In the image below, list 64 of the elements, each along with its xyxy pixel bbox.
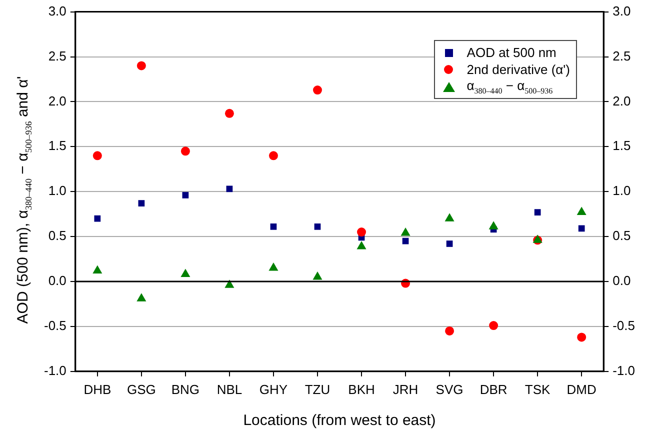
point — [180, 146, 190, 156]
point — [268, 262, 278, 271]
y2-tick-label: 1.5 — [612, 138, 631, 154]
point — [400, 227, 410, 236]
x-tick-label: GHY — [259, 382, 288, 397]
y2-tick-label: 2.0 — [612, 93, 631, 108]
y2-tick-label: -1.0 — [612, 362, 636, 378]
point — [270, 223, 277, 230]
legend-label: AOD at 500 nm — [466, 45, 556, 60]
point — [268, 151, 278, 160]
point — [224, 280, 234, 288]
x-tick-label: BNG — [171, 382, 200, 397]
point — [136, 293, 146, 302]
point — [226, 186, 233, 192]
x-tick-label: GSG — [126, 382, 156, 397]
point — [445, 326, 454, 336]
y2-tick-label: 1.0 — [612, 183, 631, 198]
y-tick-label: 0.5 — [48, 228, 66, 244]
x-tick-label: SVG — [436, 382, 464, 397]
y2-tick-label: 3.0 — [612, 3, 631, 18]
y2-tick-label: 2.5 — [612, 48, 631, 64]
y-tick-label: 2.5 — [48, 48, 66, 64]
x-axis-title: Locations (from west to east) — [243, 412, 436, 430]
x-tick-label: DHB — [84, 382, 112, 397]
point — [489, 321, 498, 330]
point — [576, 206, 586, 216]
x-tick-label: BKH — [348, 382, 375, 397]
point — [488, 221, 498, 230]
y2-tick-label: 0.5 — [612, 228, 631, 244]
point — [312, 86, 322, 95]
point — [444, 213, 454, 222]
y-tick-label: -1.0 — [44, 362, 66, 378]
point — [312, 272, 322, 280]
point — [136, 61, 146, 70]
y-tick-label: -0.5 — [44, 318, 66, 334]
legend-label: α$_{380–440}$ − α$_{500–936}$ — [466, 78, 553, 96]
y2-tick-label: 0.0 — [612, 273, 631, 288]
point — [357, 228, 366, 237]
y-tick-label: 2.0 — [48, 93, 66, 108]
point — [534, 209, 541, 216]
point — [578, 225, 585, 232]
x-tick-label: NBL — [216, 382, 242, 397]
x-tick-label: DMD — [566, 382, 596, 397]
y-tick-label: 1.5 — [48, 138, 66, 154]
point — [577, 332, 586, 342]
point — [92, 265, 102, 274]
x-tick-label: TSK — [524, 382, 551, 397]
point — [180, 268, 190, 278]
y-tick-label: 3.0 — [48, 3, 66, 18]
point — [224, 108, 234, 118]
x-tick-label: DBR — [480, 382, 508, 397]
y-tick-label: 1.0 — [48, 183, 66, 198]
x-tick-label: TZU — [304, 382, 330, 397]
y-tick-label: 0.0 — [48, 273, 66, 288]
point — [94, 215, 101, 222]
point — [446, 240, 453, 247]
point — [356, 240, 366, 250]
y2-tick-label: -0.5 — [612, 318, 636, 334]
point — [92, 151, 102, 160]
legend-label: 2nd derivative (α') — [466, 62, 570, 77]
point — [182, 192, 189, 198]
point — [314, 223, 321, 230]
point — [138, 200, 145, 206]
x-tick-label: JRH — [392, 382, 418, 397]
